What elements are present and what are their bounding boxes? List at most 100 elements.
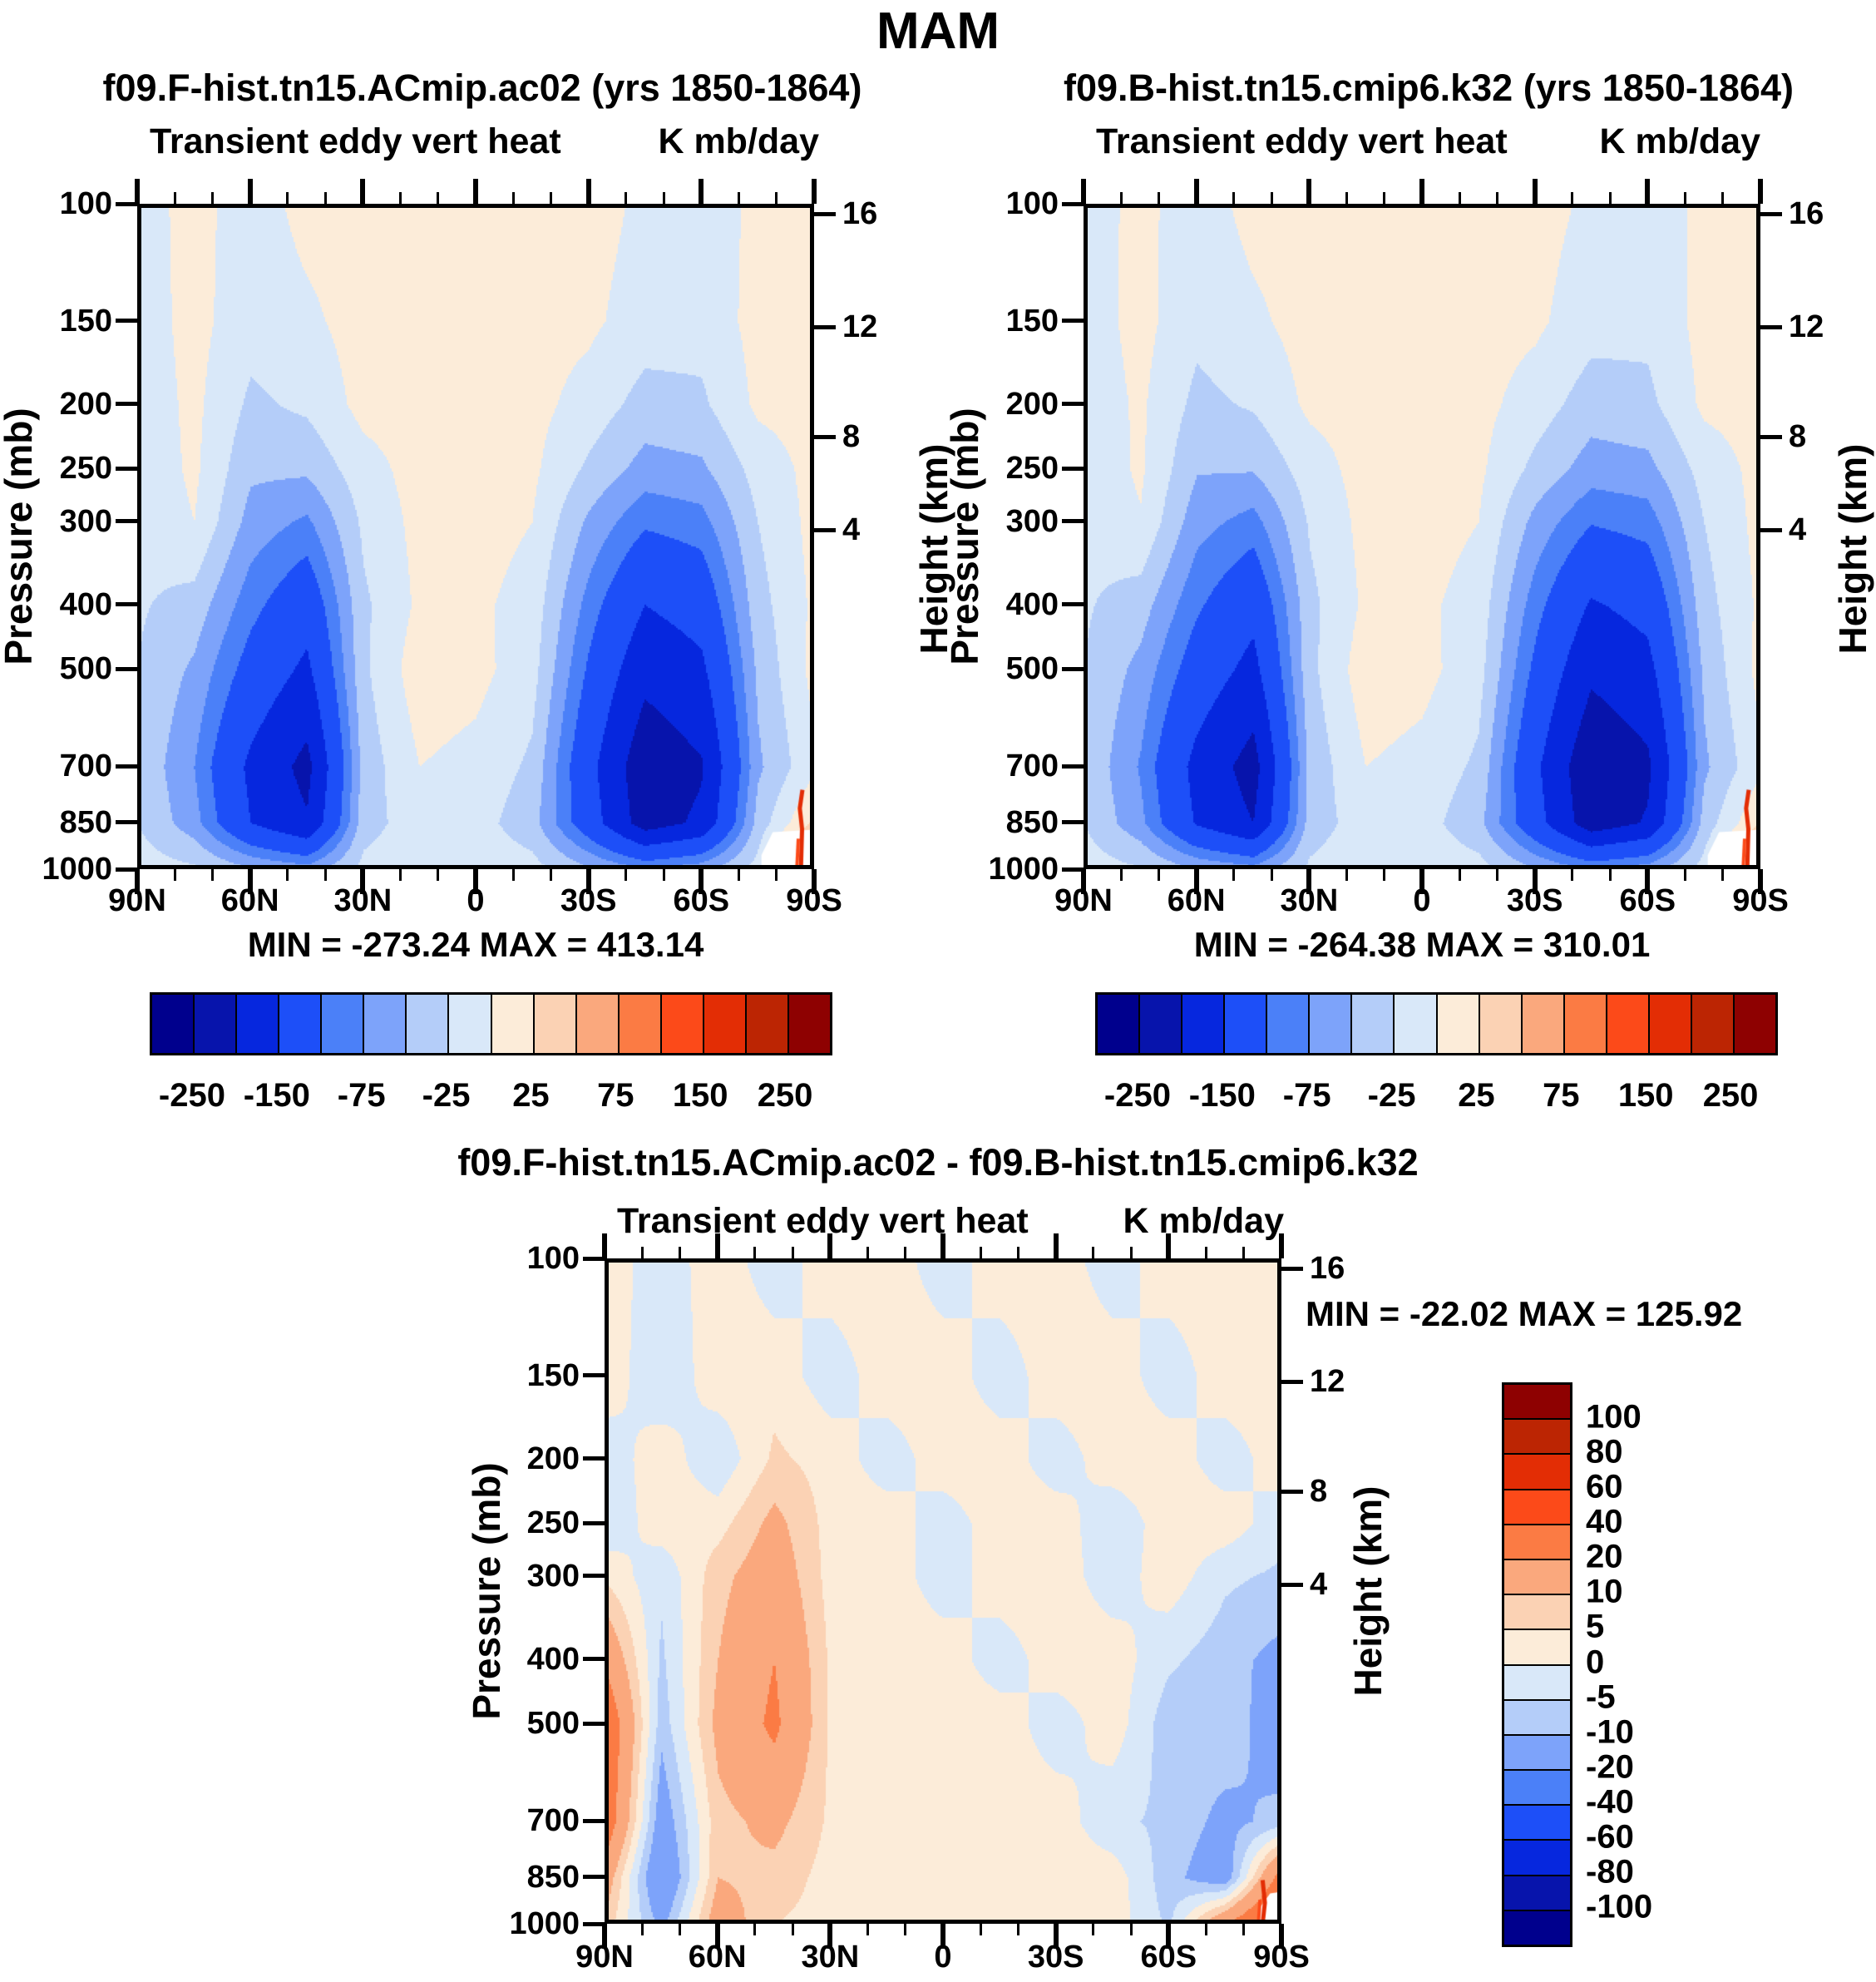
lat-tick-bottom — [1205, 1924, 1208, 1935]
pressure-tick — [1062, 820, 1084, 825]
lat-tick-label: 90S — [786, 883, 842, 918]
plot-border-1 — [137, 204, 814, 869]
lat-tick-bottom — [1571, 869, 1574, 881]
pressure-tick — [1062, 602, 1084, 607]
pressure-tick-label: 500 — [1005, 651, 1059, 687]
lat-tick-top — [775, 192, 778, 204]
colorbar-tick-label: 80 — [1586, 1433, 1623, 1470]
pressure-tick — [583, 1373, 605, 1378]
pressure-tick — [116, 602, 137, 607]
lat-tick-bottom — [173, 869, 176, 881]
lat-tick-label: 60N — [220, 883, 279, 918]
lat-tick-bottom — [602, 1924, 607, 1949]
lat-tick-top — [753, 1247, 757, 1258]
colorbar-cell — [490, 995, 533, 1053]
lat-tick-top — [662, 192, 665, 204]
colorbar-cell — [787, 995, 830, 1053]
lat-tick-top — [904, 1247, 907, 1258]
colorbar-cell — [405, 995, 448, 1053]
pressure-tick — [583, 1520, 605, 1525]
lat-tick-bottom — [247, 869, 253, 894]
colorbar-cell — [702, 995, 745, 1053]
pressure-tick — [116, 519, 137, 524]
panel3-field-label: Transient eddy vert heat — [617, 1201, 1029, 1241]
height-tick — [814, 324, 836, 329]
lat-tick-top — [1721, 192, 1725, 204]
pressure-tick-label: 400 — [1005, 586, 1059, 622]
colorbar-tick-label: 0 — [1586, 1643, 1605, 1680]
lat-tick-bottom — [1166, 1924, 1172, 1949]
lat-tick-top — [1758, 179, 1763, 204]
lat-tick-bottom — [812, 869, 817, 894]
lat-tick-top — [1345, 192, 1349, 204]
colorbar-tick-label: 25 — [512, 1077, 550, 1114]
colorbar-cell — [1504, 1594, 1570, 1629]
lat-tick-label: 30S — [1506, 883, 1563, 918]
lat-tick-label: 30S — [560, 883, 617, 918]
lat-tick-bottom — [1532, 869, 1538, 894]
height-tick-label: 4 — [1789, 512, 1807, 547]
colorbar-cell — [1504, 1733, 1570, 1770]
pressure-tick-label: 850 — [526, 1859, 580, 1895]
pressure-tick — [583, 1921, 605, 1926]
height-tick-label: 16 — [1310, 1251, 1345, 1286]
lat-tick-top — [1053, 1233, 1059, 1258]
pressure-tick-label: 1000 — [988, 852, 1059, 887]
lat-tick-bottom — [662, 869, 665, 881]
colorbar-cell — [1478, 995, 1521, 1053]
contour-field-canvas-1 — [137, 204, 814, 869]
panel3-y2-axis-title: Height (km) — [1346, 1485, 1390, 1697]
colorbar-tick-label: 100 — [1586, 1398, 1642, 1436]
colorbar-2 — [1095, 992, 1778, 1055]
lat-tick-bottom — [1270, 869, 1273, 881]
colorbar-cell — [1504, 1558, 1570, 1594]
contour-field-canvas-3 — [605, 1258, 1281, 1924]
lat-tick-label: 30N — [333, 883, 392, 918]
lat-tick-bottom — [399, 869, 402, 881]
colorbar-cell — [1181, 995, 1224, 1053]
colorbar-cell — [1504, 1909, 1570, 1945]
lat-tick-top — [1081, 179, 1086, 204]
colorbar-cell — [1504, 1698, 1570, 1734]
pressure-tick — [116, 201, 137, 206]
colorbar-cell — [1563, 995, 1606, 1053]
lat-tick-top — [1279, 1233, 1284, 1258]
pressure-tick — [1062, 519, 1084, 524]
lat-tick-top — [738, 192, 741, 204]
colorbar-cell — [744, 995, 787, 1053]
lat-tick-top — [1092, 1247, 1095, 1258]
pressure-tick-label: 400 — [526, 1641, 580, 1677]
lat-tick-top — [812, 179, 817, 204]
pressure-tick — [1062, 466, 1084, 471]
pressure-tick-label: 1000 — [42, 852, 112, 887]
lat-tick-bottom — [1419, 869, 1424, 894]
lat-tick-label: 30N — [1280, 883, 1339, 918]
colorbar-cell — [235, 995, 279, 1053]
colorbar-tick-label: -150 — [1188, 1077, 1256, 1114]
lat-tick-top — [437, 192, 440, 204]
pressure-tick-label: 300 — [1005, 503, 1059, 539]
pressure-tick-label: 850 — [59, 804, 112, 840]
lat-tick-bottom — [1242, 1924, 1246, 1935]
height-tick-label: 12 — [1789, 309, 1824, 344]
colorbar-tick-label: 75 — [1543, 1077, 1580, 1114]
lat-tick-top — [1157, 192, 1160, 204]
colorbar-cell — [1732, 995, 1775, 1053]
colorbar-cell — [1504, 1453, 1570, 1489]
lat-tick-top — [1270, 192, 1273, 204]
pressure-tick-label: 200 — [59, 386, 112, 422]
colorbar-tick-label: -25 — [1367, 1077, 1416, 1114]
figure-title: MAM — [876, 2, 1000, 60]
colorbar-tick-label: -25 — [422, 1077, 471, 1114]
pressure-tick-label: 250 — [526, 1505, 580, 1541]
colorbar-tick-label: 150 — [1617, 1077, 1674, 1114]
colorbar-tick-label: -40 — [1586, 1783, 1634, 1821]
colorbar-tick-label: 25 — [1458, 1077, 1495, 1114]
lat-tick-bottom — [1383, 869, 1386, 881]
colorbar-tick-label: 10 — [1586, 1573, 1623, 1610]
lat-tick-bottom — [549, 869, 552, 881]
lat-tick-top — [323, 192, 327, 204]
colorbar-cell — [320, 995, 363, 1053]
height-tick — [1760, 211, 1782, 216]
